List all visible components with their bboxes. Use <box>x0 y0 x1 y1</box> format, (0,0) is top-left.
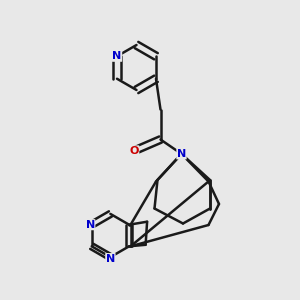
Text: N: N <box>85 220 95 230</box>
Text: N: N <box>112 51 122 61</box>
Text: N: N <box>177 149 186 159</box>
Text: O: O <box>129 146 139 156</box>
Text: N: N <box>106 254 115 264</box>
